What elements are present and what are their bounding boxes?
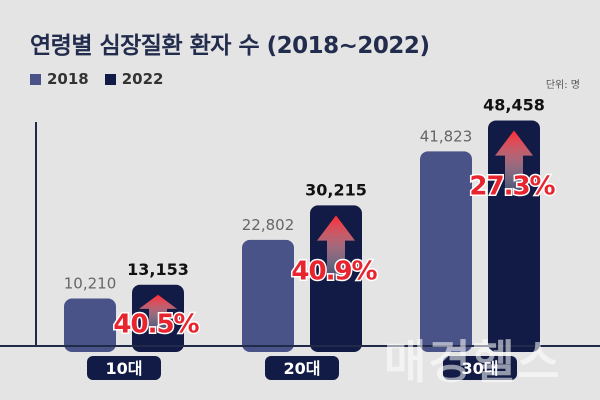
unit-label: 단위: 명 (545, 80, 580, 91)
growth-arrow-icon-20대 (317, 215, 355, 276)
bar-2022-30대 (488, 120, 540, 352)
legend-item-2022: 2022 (104, 70, 164, 88)
value-label-2018-10대: 10,210 (64, 274, 117, 292)
growth-label-30대: 27.3% (469, 171, 555, 201)
category-label-30대: 30대 (462, 359, 499, 378)
legend-swatch-2022 (104, 73, 116, 85)
category-pill-30대 (443, 356, 517, 380)
category-pill-20대 (265, 356, 339, 380)
value-label-2022-30대: 48,458 (483, 95, 545, 114)
legend-item-2018: 2018 (30, 70, 89, 88)
legend-label-2018: 2018 (47, 70, 89, 88)
bar-2018-20대 (242, 239, 294, 352)
value-label-2018-30대: 41,823 (420, 127, 473, 145)
bar-2022-20대 (310, 205, 362, 352)
category-pill-10대 (87, 356, 161, 380)
growth-label-10대: 40.5% (113, 309, 199, 339)
growth-arrow-icon-10대 (139, 294, 177, 329)
legend-label-2022: 2022 (121, 70, 164, 88)
growth-label-20대: 40.9% (291, 256, 377, 286)
legend-swatch-2018 (30, 73, 41, 85)
value-label-2022-20대: 30,215 (305, 180, 367, 199)
growth-arrow-icon-30대 (495, 130, 533, 191)
bar-2018-30대 (420, 151, 472, 352)
bar-2018-10대 (64, 298, 116, 352)
category-label-10대: 10대 (106, 359, 143, 378)
category-label-20대: 20대 (284, 359, 321, 378)
value-label-2018-20대: 22,802 (242, 216, 295, 234)
legend: 2018 2022 (30, 70, 164, 88)
value-label-2022-10대: 13,153 (127, 260, 189, 279)
chart-title: 연령별 심장질환 환자 수 (2018~2022) (30, 33, 430, 59)
